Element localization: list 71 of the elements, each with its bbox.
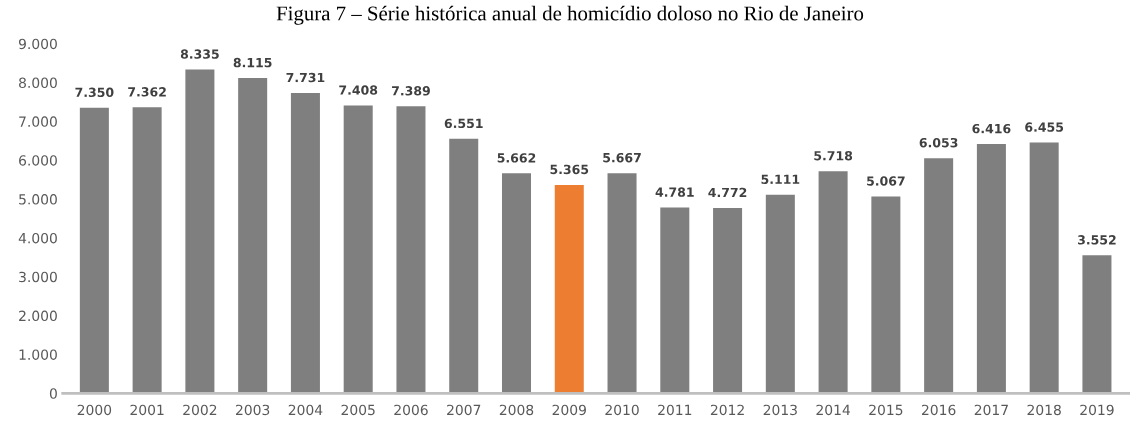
bar xyxy=(871,196,901,394)
y-tick-label: 2.000 xyxy=(19,310,57,322)
bar xyxy=(713,207,743,394)
x-tick-label: 2003 xyxy=(236,404,270,416)
bar xyxy=(185,69,215,394)
bar xyxy=(449,138,479,394)
y-tick-label: 9.000 xyxy=(18,38,57,50)
bar xyxy=(1029,142,1059,394)
x-tick-label: 2014 xyxy=(816,404,850,416)
y-tick-label: 7.000 xyxy=(19,116,57,127)
x-tick-label: 2009 xyxy=(552,404,586,416)
x-tick-label: 2010 xyxy=(605,404,639,416)
y-tick-label: 5.000 xyxy=(19,194,57,205)
x-tick-label: 2006 xyxy=(394,404,428,416)
x-tick-label: 2015 xyxy=(869,404,903,416)
data-label: 5.662 xyxy=(497,153,536,163)
bar xyxy=(290,92,320,394)
x-tick-label: 2002 xyxy=(183,404,217,416)
y-tick-label: 3.000 xyxy=(19,271,57,283)
data-label: 6.551 xyxy=(444,118,483,129)
x-tick-label: 2017 xyxy=(974,404,1008,416)
data-label: 7.350 xyxy=(75,87,114,98)
x-tick-label: 2001 xyxy=(130,404,164,416)
data-label: 6.416 xyxy=(972,123,1011,134)
data-label: 7.408 xyxy=(339,85,378,95)
bar xyxy=(818,171,848,394)
data-label: 4.781 xyxy=(655,187,694,197)
bar xyxy=(132,107,162,394)
bar xyxy=(238,78,268,394)
chart-title: Figura 7 – Série histórica anual de homicídio doloso no Rio de Janeiro xyxy=(276,5,864,25)
data-label: 8.115 xyxy=(233,57,272,68)
y-tick-label: 0 xyxy=(49,388,57,399)
x-tick-label: 2018 xyxy=(1027,404,1061,416)
x-tick-label: 2016 xyxy=(921,404,956,416)
bar xyxy=(976,144,1006,394)
x-tick-label: 2005 xyxy=(341,404,375,416)
data-label: 3.552 xyxy=(1078,235,1116,245)
data-label: 7.389 xyxy=(392,86,430,96)
bar xyxy=(607,173,637,394)
bar xyxy=(79,107,109,394)
x-tick-label: 2013 xyxy=(763,404,797,416)
data-label: 5.365 xyxy=(550,164,589,175)
data-label: 5.111 xyxy=(761,174,800,185)
bar xyxy=(343,105,373,394)
data-label: 7.731 xyxy=(286,72,325,83)
data-label: 5.667 xyxy=(603,152,641,163)
y-tick-label: 6.000 xyxy=(19,155,57,166)
y-tick-label: 8.000 xyxy=(19,77,57,89)
bar xyxy=(924,158,954,394)
bar xyxy=(554,184,584,394)
bar xyxy=(765,194,795,394)
x-tick-label: 2011 xyxy=(658,404,692,416)
data-label: 4.772 xyxy=(708,187,747,197)
x-tick-label: 2004 xyxy=(288,404,323,416)
data-label: 5.067 xyxy=(867,176,905,186)
x-tick-label: 2008 xyxy=(499,404,534,416)
data-label: 5.718 xyxy=(814,150,853,161)
bar xyxy=(396,106,426,394)
data-label: 7.362 xyxy=(128,87,166,97)
x-tick-label: 2012 xyxy=(710,404,744,416)
bar xyxy=(660,207,690,394)
data-label: 6.053 xyxy=(919,137,958,148)
bar xyxy=(501,173,532,394)
bar xyxy=(1082,255,1112,394)
x-tick-label: 2007 xyxy=(447,404,481,416)
data-label: 6.455 xyxy=(1025,122,1064,132)
x-tick-label: 2019 xyxy=(1080,404,1114,416)
data-label: 8.335 xyxy=(180,49,219,59)
y-tick-label: 1.000 xyxy=(19,349,57,360)
x-tick-label: 2000 xyxy=(77,404,112,416)
y-tick-label: 4.000 xyxy=(18,232,57,244)
